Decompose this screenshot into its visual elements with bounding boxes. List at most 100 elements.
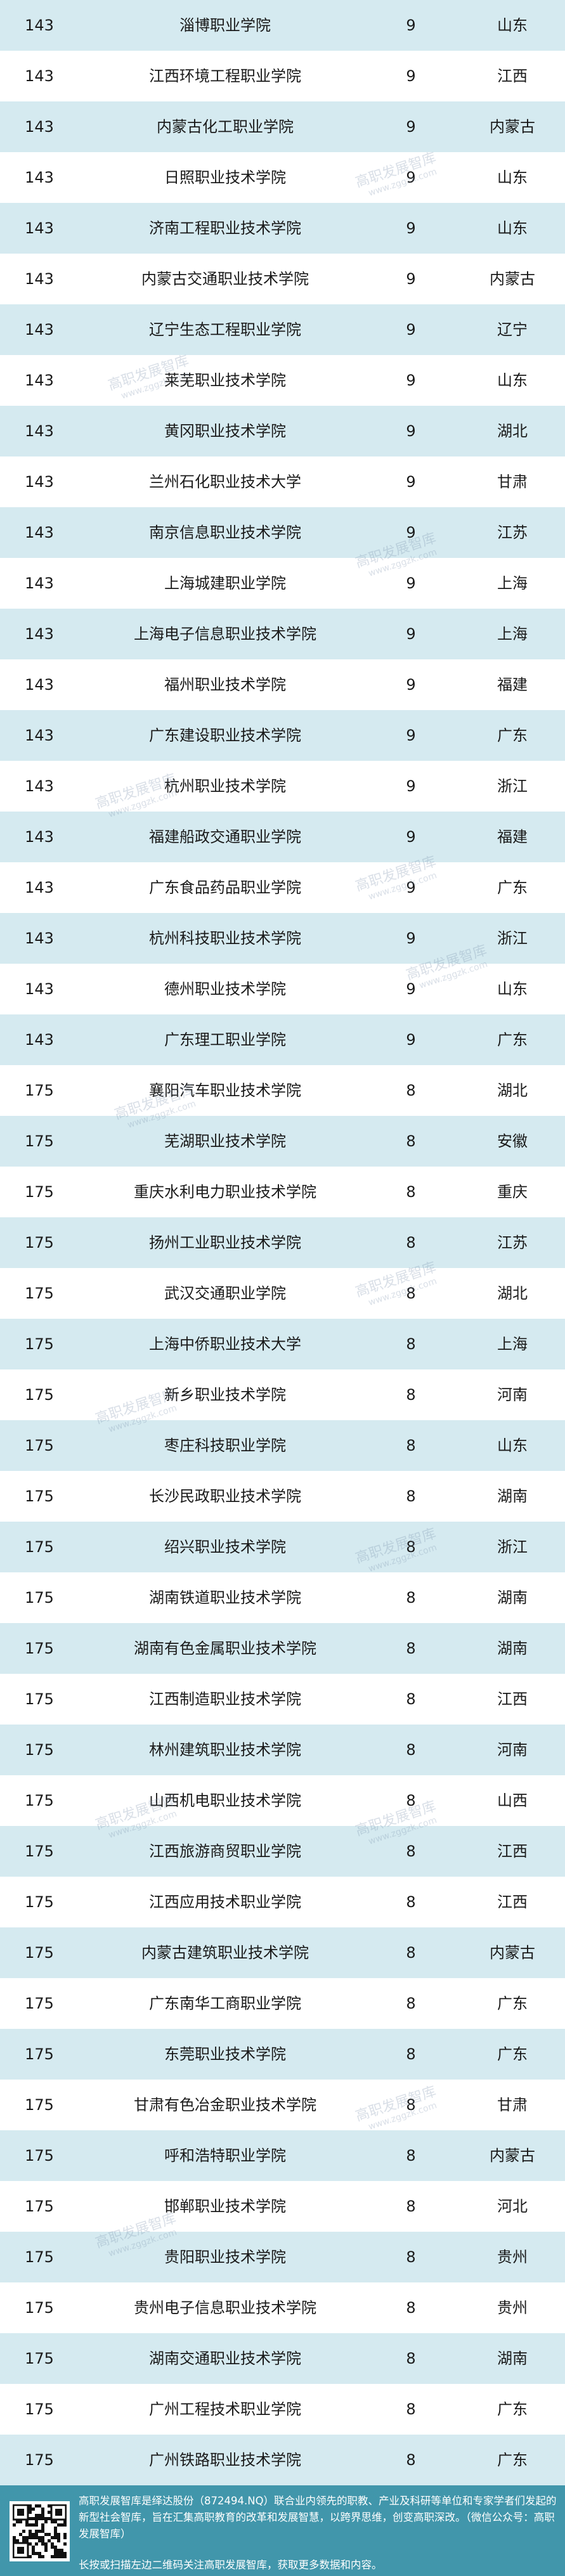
count-cell: 9 [406,169,416,186]
province-cell: 内蒙古 [490,270,535,288]
table-row: 143 内蒙古交通职业技术学院 9 内蒙古 [0,254,565,304]
table-row: 143 淄博职业学院 9 山东 [0,0,565,51]
rank-cell: 175 [25,1538,54,1556]
school-name-cell: 莱芜职业技术学院 [164,372,286,389]
table-row: 143 莱芜职业技术学院 9 山东 [0,355,565,406]
province-cell: 安徽 [497,1132,528,1150]
school-name-cell: 重庆水利电力职业技术学院 [134,1183,316,1201]
rank-cell: 143 [25,777,54,795]
school-name-cell: 辽宁生态工程职业学院 [149,321,301,339]
school-name-cell: 襄阳汽车职业技术学院 [149,1082,301,1099]
province-cell: 湖北 [497,1082,528,1099]
province-cell: 山东 [497,16,528,34]
table-row: 175 广州铁路职业技术学院 8 广东 [0,2435,565,2485]
count-cell: 9 [406,676,416,694]
rank-cell: 143 [25,16,54,34]
table-row: 175 绍兴职业技术学院 8 浙江 [0,1522,565,1572]
province-cell: 广东 [497,2400,528,2418]
school-name-cell: 广州铁路职业技术学院 [149,2451,301,2469]
count-cell: 8 [406,2197,416,2215]
province-cell: 辽宁 [497,321,528,339]
count-cell: 9 [406,574,416,592]
school-name-cell: 德州职业技术学院 [164,980,286,998]
rank-cell: 143 [25,372,54,389]
rank-cell: 175 [25,1487,54,1505]
school-name-cell: 江西应用技术职业学院 [149,1893,301,1911]
school-name-cell: 内蒙古建筑职业技术学院 [141,1944,309,1962]
count-cell: 8 [406,1183,416,1201]
table-row: 143 上海电子信息职业技术学院 9 上海 [0,609,565,659]
qr-code-icon [13,2504,67,2558]
province-cell: 重庆 [497,1183,528,1201]
rank-cell: 143 [25,625,54,643]
province-cell: 江苏 [497,1234,528,1252]
school-name-cell: 黄冈职业技术学院 [164,422,286,440]
table-row: 175 湖南有色金属职业技术学院 8 湖南 [0,1623,565,1674]
school-name-cell: 兰州石化职业技术大学 [149,473,301,491]
count-cell: 8 [406,1082,416,1099]
rank-cell: 143 [25,473,54,491]
rank-cell: 143 [25,524,54,541]
table-row: 143 内蒙古化工职业学院 9 内蒙古 [0,101,565,152]
count-cell: 9 [406,777,416,795]
count-cell: 8 [406,2299,416,2317]
count-cell: 9 [406,879,416,896]
table-row: 175 贵州电子信息职业技术学院 8 贵州 [0,2282,565,2333]
province-cell: 贵州 [497,2299,528,2317]
count-cell: 8 [406,1640,416,1657]
count-cell: 8 [406,1386,416,1404]
province-cell: 广东 [497,2451,528,2469]
province-cell: 湖北 [497,422,528,440]
province-cell: 山西 [497,1792,528,1809]
table-row: 175 新乡职业技术学院 8 河南 [0,1369,565,1420]
count-cell: 8 [406,1741,416,1759]
table-row: 143 杭州职业技术学院 9 浙江 [0,761,565,812]
rank-cell: 175 [25,2248,54,2266]
school-name-cell: 上海中侨职业技术大学 [149,1335,301,1353]
table-row: 175 山西机电职业技术学院 8 山西 [0,1775,565,1826]
rank-cell: 175 [25,1893,54,1911]
province-cell: 甘肃 [497,473,528,491]
school-name-cell: 林州建筑职业技术学院 [149,1741,301,1759]
rank-cell: 175 [25,1234,54,1252]
province-cell: 上海 [497,574,528,592]
rank-cell: 143 [25,219,54,237]
table-row: 143 济南工程职业技术学院 9 山东 [0,203,565,254]
table-row: 175 东莞职业技术学院 8 广东 [0,2029,565,2080]
count-cell: 8 [406,2045,416,2063]
school-name-cell: 扬州工业职业技术学院 [149,1234,301,1252]
table-row: 175 江西应用技术职业学院 8 江西 [0,1877,565,1927]
province-cell: 河南 [497,1741,528,1759]
rank-cell: 175 [25,1386,54,1404]
school-name-cell: 福州职业技术学院 [164,676,286,694]
school-name-cell: 广州工程技术职业学院 [149,2400,301,2418]
table-row: 175 呼和浩特职业学院 8 内蒙古 [0,2130,565,2181]
school-name-cell: 芜湖职业技术学院 [164,1132,286,1150]
rank-cell: 143 [25,929,54,947]
count-cell: 9 [406,372,416,389]
province-cell: 广东 [497,2045,528,2063]
table-row: 175 广州工程技术职业学院 8 广东 [0,2384,565,2435]
province-cell: 河南 [497,1386,528,1404]
count-cell: 8 [406,1437,416,1454]
table-row: 143 广东食品药品职业学院 9 广东 [0,862,565,913]
count-cell: 9 [406,422,416,440]
table-row: 175 襄阳汽车职业技术学院 8 湖北 [0,1065,565,1116]
school-name-cell: 淄博职业学院 [179,16,271,34]
table-row: 143 杭州科技职业技术学院 9 浙江 [0,913,565,964]
province-cell: 山东 [497,169,528,186]
table-row: 143 兰州石化职业技术大学 9 甘肃 [0,456,565,507]
rank-cell: 143 [25,676,54,694]
table-row: 175 江西制造职业技术学院 8 江西 [0,1674,565,1725]
rank-cell: 175 [25,2096,54,2114]
province-cell: 江西 [497,1893,528,1911]
table-row: 175 贵阳职业技术学院 8 贵州 [0,2232,565,2282]
rank-cell: 175 [25,1741,54,1759]
rank-cell: 175 [25,1132,54,1150]
rank-cell: 175 [25,1183,54,1201]
count-cell: 9 [406,524,416,541]
count-cell: 9 [406,727,416,744]
table-row: 175 江西旅游商贸职业学院 8 江西 [0,1826,565,1877]
province-cell: 贵州 [497,2248,528,2266]
school-name-cell: 绍兴职业技术学院 [164,1538,286,1556]
